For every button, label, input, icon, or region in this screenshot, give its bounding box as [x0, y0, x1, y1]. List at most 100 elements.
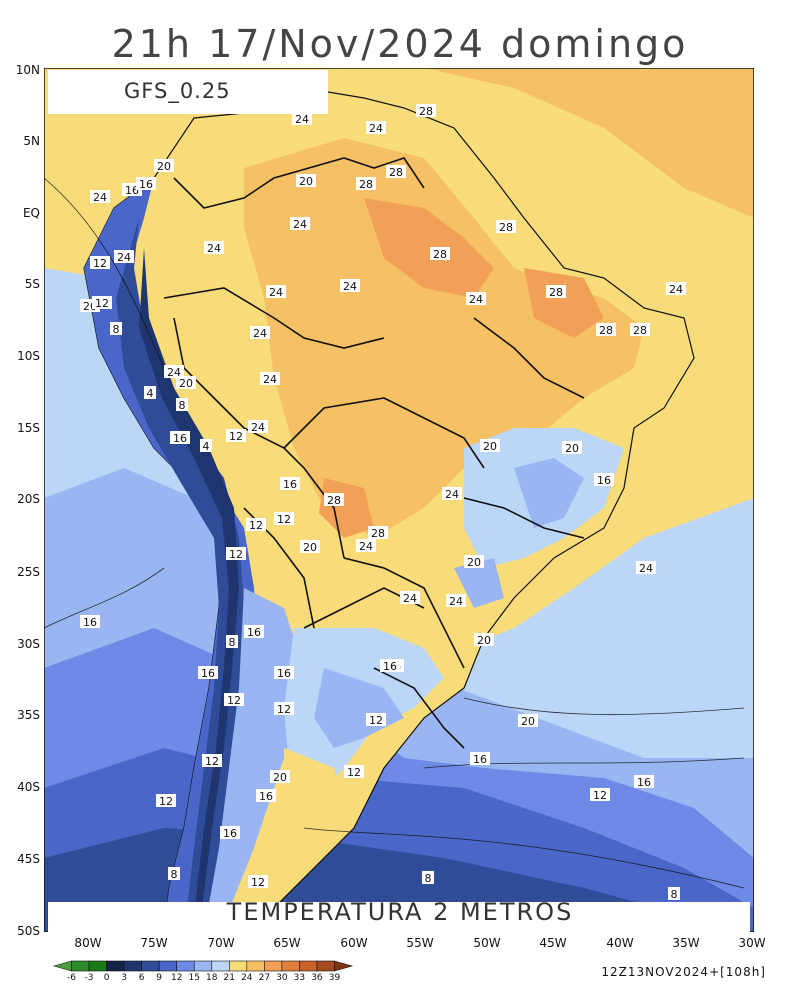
svg-text:16: 16 — [201, 667, 215, 680]
contour-label: 20 — [300, 540, 320, 554]
contour-label: 12 — [344, 765, 364, 779]
contour-label: 12 — [366, 713, 386, 727]
svg-text:24: 24 — [295, 113, 309, 126]
svg-text:28: 28 — [327, 494, 341, 507]
svg-text:28: 28 — [433, 248, 447, 261]
contour-label: 20 — [296, 174, 316, 188]
contour-label: 8 — [422, 871, 434, 885]
contour-label: 12 — [90, 256, 110, 270]
svg-text:24: 24 — [359, 540, 373, 553]
svg-text:8: 8 — [113, 323, 120, 336]
svg-text:12: 12 — [593, 789, 607, 802]
contour-label: 20 — [270, 770, 290, 784]
contour-label: 28 — [356, 177, 376, 191]
svg-text:20: 20 — [521, 715, 535, 728]
svg-text:12: 12 — [251, 876, 265, 889]
contour-label: 24 — [114, 250, 134, 264]
contour-label: 16 — [380, 659, 400, 673]
svg-text:20: 20 — [273, 771, 287, 784]
contour-label: 16 — [170, 431, 190, 445]
lat-tick-label: 5S — [24, 277, 40, 291]
svg-text:12: 12 — [95, 297, 109, 310]
contour-label: 28 — [324, 493, 344, 507]
lat-tick-label: 45S — [17, 852, 40, 866]
svg-text:20: 20 — [303, 541, 317, 554]
contour-label: 24 — [266, 285, 286, 299]
colorbar-swatch — [246, 960, 265, 972]
lat-tick-label: 20S — [17, 492, 40, 506]
colorbar-tick-label: -6 — [67, 973, 77, 983]
contour-label: 24 — [446, 594, 466, 608]
contour-label: 24 — [90, 190, 110, 204]
product-label-box — [48, 902, 750, 932]
colorbar-swatch — [88, 960, 107, 972]
contour-label: 28 — [596, 323, 616, 337]
contour-label: 16 — [220, 826, 240, 840]
svg-text:8: 8 — [171, 868, 178, 881]
svg-text:16: 16 — [259, 790, 273, 803]
svg-text:28: 28 — [599, 324, 613, 337]
svg-text:28: 28 — [371, 527, 385, 540]
contour-label: 16 — [136, 177, 156, 191]
contour-label: 8 — [226, 635, 238, 649]
contour-label: 12 — [226, 547, 246, 561]
contour-label: 4 — [144, 386, 156, 400]
svg-text:16: 16 — [473, 753, 487, 766]
svg-text:16: 16 — [247, 626, 261, 639]
contour-label: 20 — [562, 441, 582, 455]
svg-text:16: 16 — [283, 478, 297, 491]
lat-tick-label: 35S — [17, 708, 40, 722]
lon-tick-label: 70W — [207, 936, 235, 950]
svg-text:24: 24 — [269, 286, 283, 299]
colorbar-tick-label: 9 — [156, 973, 163, 983]
svg-text:16: 16 — [597, 474, 611, 487]
colorbar-tick-label: 30 — [276, 973, 288, 983]
temperature-fill — [44, 68, 754, 932]
contour-label: 20 — [176, 376, 196, 390]
contour-label: 12 — [202, 754, 222, 768]
contour-label: 28 — [416, 104, 436, 118]
contour-label: 24 — [250, 326, 270, 340]
lon-tick-label: 45W — [539, 936, 567, 950]
svg-text:24: 24 — [251, 421, 265, 434]
contour-label: 8 — [668, 887, 680, 901]
lat-tick-label: 30S — [17, 637, 40, 651]
svg-text:12: 12 — [159, 795, 173, 808]
lat-tick-label: 15S — [17, 421, 40, 435]
colorbar-swatch — [106, 960, 125, 972]
svg-text:24: 24 — [449, 595, 463, 608]
valid-time-label: 12Z13NOV2024+[108h] — [601, 965, 766, 979]
map-title: 21h 17/Nov/2024 domingo — [111, 22, 689, 66]
svg-text:24: 24 — [343, 280, 357, 293]
contour-label: 20 — [464, 555, 484, 569]
svg-text:8: 8 — [671, 888, 678, 901]
svg-text:24: 24 — [117, 251, 131, 264]
lat-tick-label: EQ — [22, 206, 40, 220]
svg-text:24: 24 — [207, 242, 221, 255]
colorbar-swatch — [71, 960, 90, 972]
contour-label: 16 — [244, 625, 264, 639]
lon-tick-label: 65W — [273, 936, 301, 950]
contour-label: 12 — [274, 702, 294, 716]
svg-text:12: 12 — [205, 755, 219, 768]
contour-label: 16 — [470, 752, 490, 766]
contour-label: 24 — [248, 420, 268, 434]
contour-label: 20 — [154, 159, 174, 173]
colorbar-tick-label: 27 — [258, 973, 271, 983]
svg-text:20: 20 — [299, 175, 313, 188]
colorbar-tick-label: 6 — [138, 973, 145, 983]
svg-text:20: 20 — [179, 377, 193, 390]
svg-text:12: 12 — [347, 766, 361, 779]
contour-label: 16 — [594, 473, 614, 487]
svg-text:12: 12 — [229, 430, 243, 443]
contour-label: 20 — [518, 714, 538, 728]
contour-label: 24 — [292, 112, 312, 126]
lon-tick-label: 50W — [473, 936, 501, 950]
lon-tick-label: 55W — [406, 936, 434, 950]
svg-text:28: 28 — [359, 178, 373, 191]
svg-text:16: 16 — [83, 616, 97, 629]
contour-label: 28 — [546, 285, 566, 299]
contour-label: 16 — [634, 775, 654, 789]
lon-tick-label: 80W — [74, 936, 102, 950]
colorbar-swatch — [316, 960, 335, 972]
